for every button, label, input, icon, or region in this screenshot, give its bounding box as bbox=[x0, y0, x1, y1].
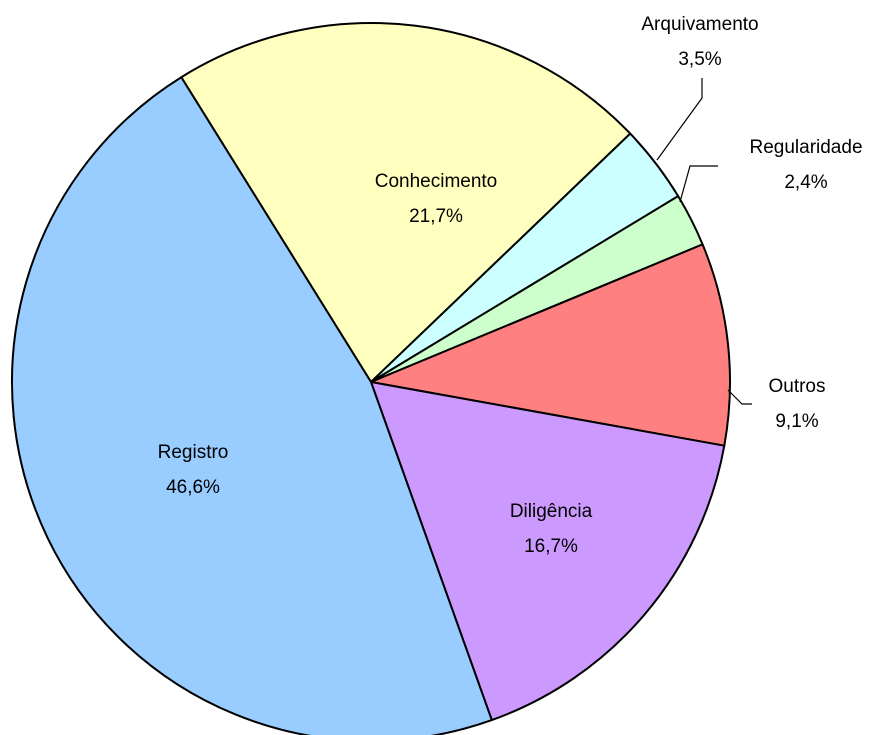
slice-value-label: 9,1% bbox=[775, 411, 818, 432]
slice-label: Outros bbox=[768, 376, 825, 397]
slice-value-label: 3,5% bbox=[678, 49, 721, 70]
slice-label: Arquivamento bbox=[641, 14, 758, 35]
slice-label: Registro bbox=[158, 442, 229, 463]
leader-line bbox=[679, 165, 718, 203]
pie-slice bbox=[370, 381, 726, 722]
leader-line bbox=[656, 78, 703, 161]
slice-label: Regularidade bbox=[749, 137, 862, 158]
slice-label: Conhecimento bbox=[375, 171, 498, 192]
pie-slice bbox=[11, 76, 493, 735]
slice-value-label: 21,7% bbox=[409, 206, 463, 227]
leader-line bbox=[727, 389, 752, 405]
pie-slice bbox=[180, 22, 632, 383]
slice-value-label: 46,6% bbox=[166, 477, 220, 498]
slice-value-label: 16,7% bbox=[524, 536, 578, 557]
slice-value-label: 2,4% bbox=[784, 172, 827, 193]
pie-slice bbox=[370, 243, 731, 447]
slice-label: Diligência bbox=[510, 501, 593, 522]
